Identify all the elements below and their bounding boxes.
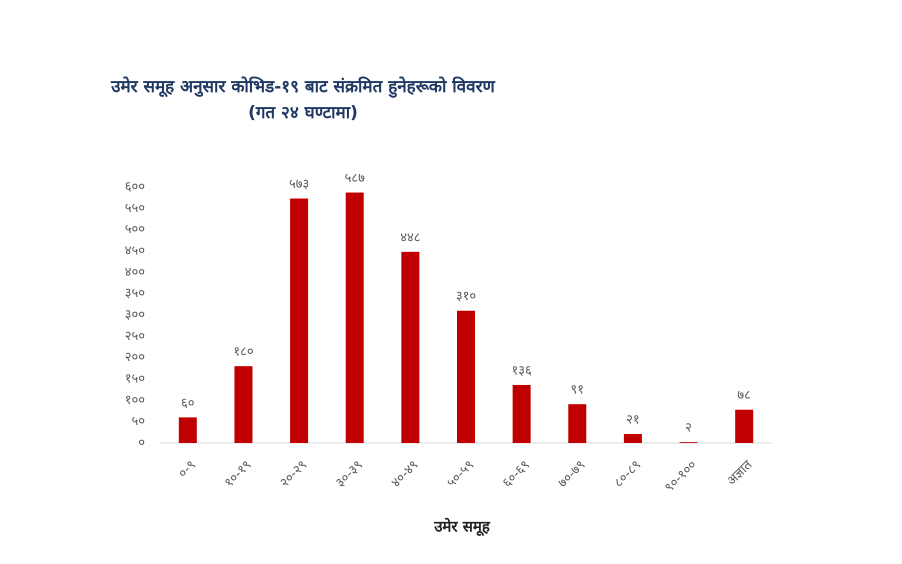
y-tick-label: २५०	[125, 329, 145, 344]
y-tick-label: ५५०	[125, 201, 145, 216]
x-axis-title: उमेर समूह	[433, 518, 491, 537]
x-tick-label: अज्ञात	[724, 457, 756, 489]
y-tick-label: ५००	[125, 222, 145, 237]
y-tick-label: २००	[125, 350, 145, 365]
value-label: १८०	[233, 345, 253, 360]
bar	[512, 384, 531, 443]
y-tick-label: ४००	[125, 265, 145, 280]
value-label: ७८	[737, 388, 751, 403]
y-tick-label: १००	[125, 393, 145, 408]
y-tick-label: ६००	[125, 180, 145, 195]
bar	[735, 409, 754, 443]
bar	[401, 251, 420, 443]
value-label: १३६	[511, 363, 532, 378]
bar	[679, 442, 698, 443]
x-tick-label: ९०-१००	[662, 458, 700, 496]
y-tick-label: ०	[138, 436, 145, 451]
value-label: २	[685, 421, 692, 436]
y-tick-label: ३००	[125, 308, 145, 323]
value-label: २१	[626, 413, 640, 428]
bar	[457, 310, 475, 443]
value-label: ५८७	[345, 171, 366, 186]
bar	[345, 192, 364, 443]
x-tick-label: ८०-८९	[611, 458, 644, 491]
x-tick-label: ६०-६९	[500, 458, 533, 491]
bar	[290, 198, 309, 443]
y-tick-label: ५०	[131, 414, 145, 429]
x-tick-label: १०-१९	[222, 458, 255, 491]
x-tick-label: २०-२९	[277, 458, 310, 491]
x-tick-label: ३०-३९	[333, 458, 366, 491]
bar	[234, 366, 253, 443]
y-tick-label: ४५०	[125, 244, 145, 259]
bar	[568, 404, 587, 443]
value-label: ३१०	[456, 289, 476, 304]
value-label: ६०	[181, 396, 195, 411]
x-tick-label: ७०-७९	[556, 458, 589, 491]
y-tick-label: १५०	[125, 372, 145, 387]
chart-subtitle: (गत २४ घण्टामा)	[248, 103, 358, 123]
value-label: ४४८	[400, 230, 421, 245]
x-tick-label: ०-९	[176, 458, 199, 481]
value-label: ५७३	[289, 177, 309, 192]
bar	[623, 434, 642, 443]
value-label: ९१	[571, 383, 585, 398]
bar	[178, 417, 197, 443]
x-tick-label: ५०-५९	[444, 458, 477, 491]
chart-title: उमेर समूह अनुसार कोभिड-१९ बाट संक्रमित ह…	[110, 76, 495, 98]
y-tick-label: ३५०	[125, 286, 145, 301]
x-tick-label: ४०-४९	[389, 458, 422, 491]
